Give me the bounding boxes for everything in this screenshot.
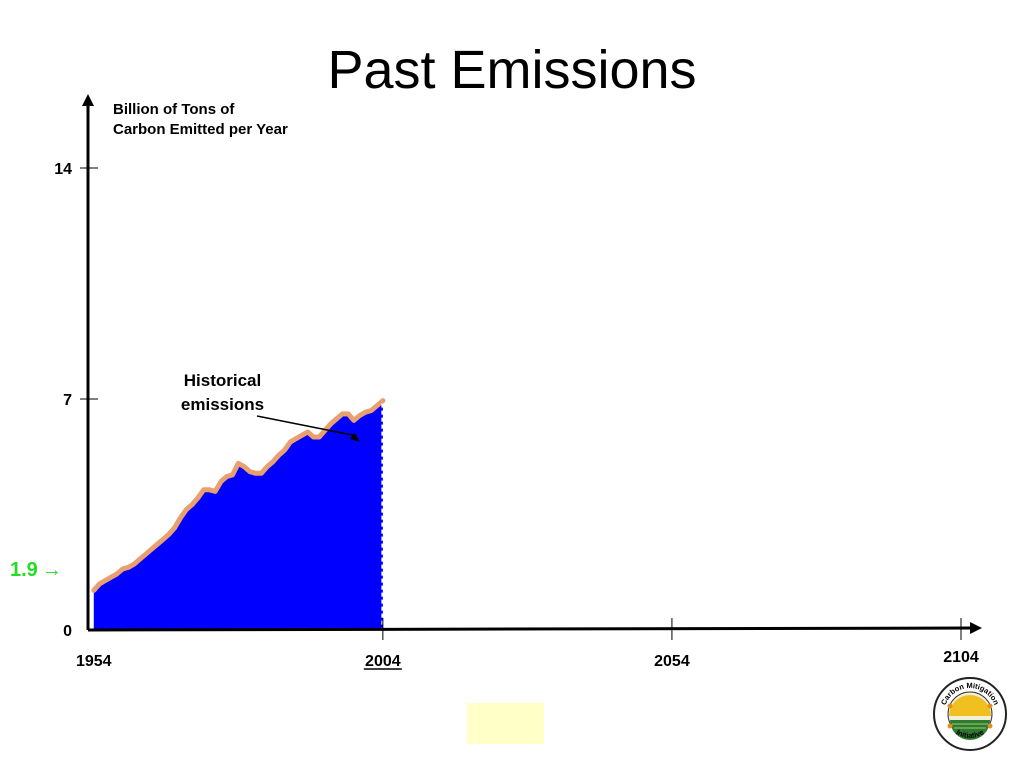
historical-emissions-annotation: Historical emissions xyxy=(180,371,265,414)
series-line-0 xyxy=(91,398,386,593)
yellow-highlight-box xyxy=(467,703,544,744)
y-tick-label: 14 xyxy=(54,161,72,178)
area-layer xyxy=(91,398,386,630)
x-tick-label: 2054 xyxy=(654,653,690,670)
annotation-arrow-line xyxy=(256,415,357,437)
logo-bottom-text: Initiative xyxy=(955,728,986,741)
x-tick-label: 2104 xyxy=(943,649,979,666)
x-axis-line xyxy=(87,626,975,632)
carbon-mitigation-initiative-logo: Carbon Mitigation Initiative xyxy=(933,677,1007,751)
right-arrow-icon: → xyxy=(41,559,62,582)
x-axis-arrowhead xyxy=(970,622,982,634)
start-value-label: 1.9 xyxy=(10,559,38,582)
y-tick-label: 7 xyxy=(63,392,72,409)
svg-text:Initiative: Initiative xyxy=(955,728,986,741)
x-tick-label: 2004 xyxy=(365,653,401,670)
axis-layer xyxy=(82,94,982,634)
y-tick-label: 0 xyxy=(63,623,72,640)
y-axis-label: Billion of Tons of Carbon Emitted per Ye… xyxy=(113,101,288,138)
x-tick-label: 1954 xyxy=(76,653,112,670)
annotation-arrow-head xyxy=(349,432,360,442)
tick-layer: 0 7 14 1954 2004 2054 2104 xyxy=(54,161,979,670)
slide-title: Past Emissions xyxy=(327,40,697,100)
series-area-0 xyxy=(93,400,383,630)
y-axis-arrowhead xyxy=(82,94,94,106)
start-value-marker: 1.9 → xyxy=(10,559,62,582)
